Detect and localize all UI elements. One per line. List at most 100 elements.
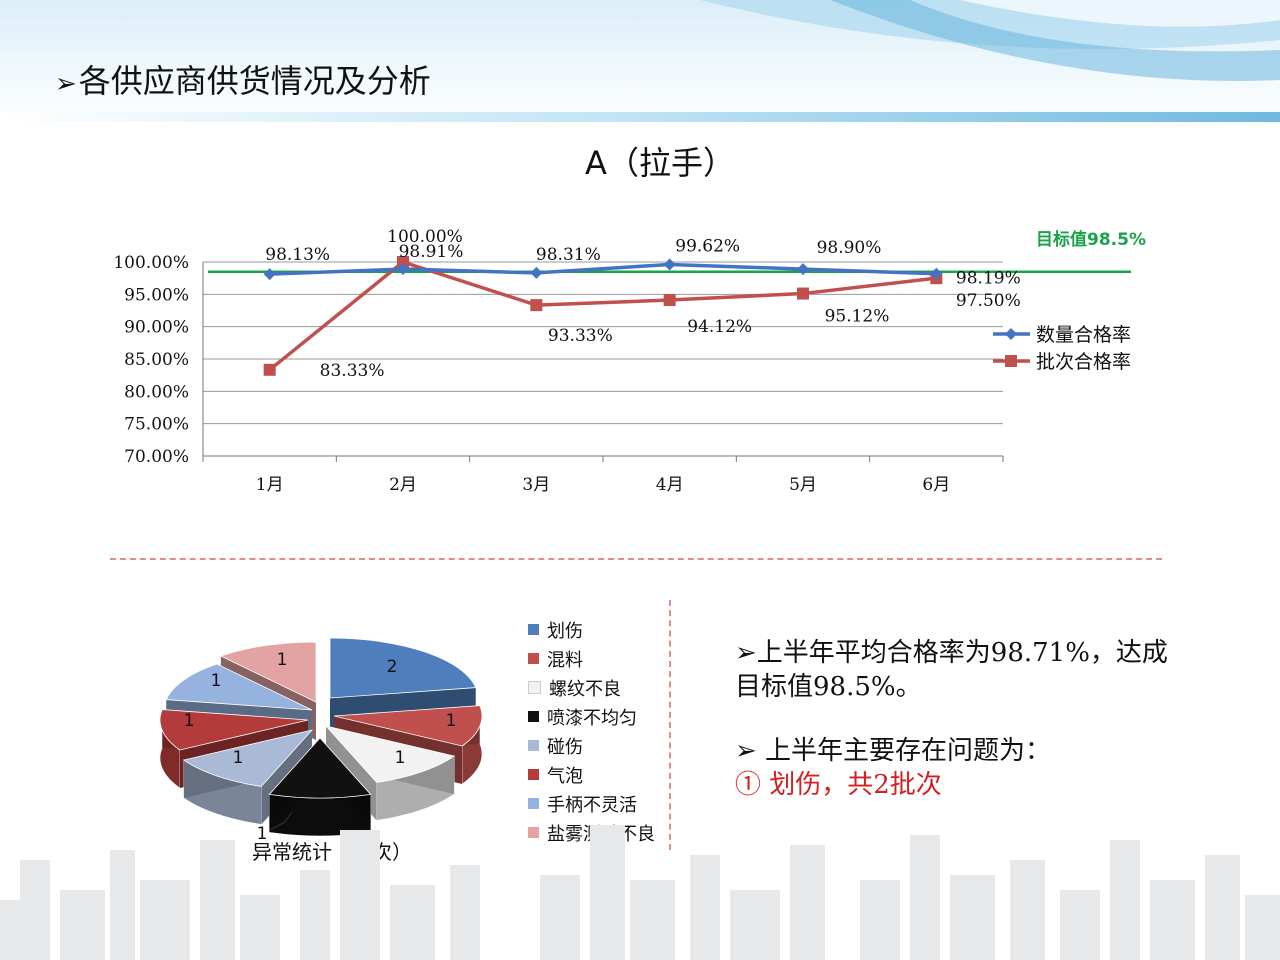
y-tick-label: 80.00% — [124, 382, 189, 402]
pie-legend-swatch — [528, 769, 539, 780]
pie-legend-item: 喷漆不均匀 — [528, 702, 655, 731]
pie-data-label: 1 — [446, 711, 457, 731]
pie-legend-label: 碰伤 — [547, 736, 583, 758]
summary-line-2: 目标值98.5%。 — [735, 672, 922, 702]
data-label: 98.90% — [817, 238, 882, 258]
data-point — [530, 299, 543, 312]
data-point — [930, 267, 943, 280]
pie-slice — [268, 737, 372, 837]
data-label: 99.62% — [675, 236, 740, 256]
data-label: 95.12% — [825, 307, 890, 327]
pie-slice-top — [182, 729, 314, 787]
pie-slice-top — [268, 737, 372, 799]
y-tick-label: 100.00% — [113, 253, 189, 273]
data-label: 98.31% — [536, 245, 601, 265]
pie-data-label: 1 — [184, 711, 195, 731]
pie-legend-swatch — [528, 681, 541, 694]
header-swoosh — [700, 0, 1280, 81]
pie-legend-item: 螺纹不良 — [528, 673, 655, 702]
y-tick-label: 95.00% — [124, 285, 189, 305]
line-chart-title: A（拉手） — [585, 144, 735, 182]
x-tick-label: 5月 — [789, 475, 817, 495]
x-tick-label: 6月 — [922, 475, 950, 495]
city-skyline-decoration — [0, 825, 1280, 960]
pie-chart-title: 异常统计（批次） — [252, 840, 412, 864]
data-label: 98.19% — [956, 269, 1021, 289]
pie-legend-item: 划伤 — [528, 615, 655, 644]
legend-label: 批次合格率 — [1036, 351, 1131, 373]
pie-legend-label: 喷漆不均匀 — [547, 707, 637, 729]
header-stripe — [0, 112, 1280, 122]
pie-legend-label: 手柄不灵活 — [547, 794, 637, 816]
pie-legend-swatch — [528, 624, 539, 635]
pie-legend-swatch — [528, 827, 539, 838]
data-label: 93.33% — [548, 326, 613, 346]
data-point — [797, 263, 809, 276]
pie-slice-top — [219, 641, 317, 703]
data-point — [263, 268, 276, 281]
pie-legend-item: 混料 — [528, 644, 655, 673]
legend-marker — [1005, 355, 1017, 367]
x-tick-label: 3月 — [522, 475, 550, 495]
pie-legend-label: 混料 — [547, 649, 583, 671]
pie-legend-label: 螺纹不良 — [549, 678, 621, 700]
pie-data-label: 1 — [257, 824, 268, 844]
page-title: ➢各供应商供货情况及分析 — [55, 56, 431, 102]
pie-legend-swatch — [528, 653, 539, 664]
data-label: 94.12% — [687, 317, 752, 337]
pie-data-label: 1 — [211, 671, 222, 691]
legend-label: 数量合格率 — [1036, 324, 1131, 346]
pie-data-label: 1 — [277, 650, 288, 670]
data-point — [797, 287, 809, 300]
series-line — [269, 262, 937, 276]
pie-legend-label: 划伤 — [547, 620, 583, 642]
pie-legend-label: 气泡 — [547, 765, 583, 787]
pie-slice-top — [333, 705, 483, 747]
pie-data-label: 1 — [233, 748, 244, 768]
pie-data-label: 1 — [395, 748, 406, 768]
pie-legend-swatch — [528, 740, 539, 751]
pie-legend: 划伤混料螺纹不良喷漆不均匀碰伤气泡手柄不灵活盐雾测试不良 — [528, 615, 655, 847]
summary-line-3: ➢ 上半年主要存在问题为： — [735, 736, 1052, 766]
pie-legend-item: 碰伤 — [528, 731, 655, 760]
pie-legend-swatch — [528, 798, 539, 809]
pie-slice-top — [165, 663, 313, 711]
y-tick-label: 85.00% — [124, 350, 189, 370]
data-point — [263, 363, 276, 376]
x-tick-label: 1月 — [256, 475, 284, 495]
target-label: 目标值98.5% — [1036, 229, 1146, 250]
pie-slice-top — [324, 725, 456, 783]
summary-line-4: ① 划伤，共2批次 — [735, 770, 942, 800]
x-tick-label: 2月 — [389, 475, 417, 495]
arrow-bullet-icon: ➢ — [55, 69, 77, 99]
page-title-text: 各供应商供货情况及分析 — [78, 62, 431, 100]
pie-legend-item: 气泡 — [528, 760, 655, 789]
pie-slice-top — [159, 709, 309, 751]
y-tick-label: 75.00% — [124, 415, 189, 435]
data-point — [530, 266, 543, 279]
pie-legend-item: 手柄不灵活 — [528, 789, 655, 818]
y-tick-label: 90.00% — [124, 318, 189, 338]
summary-text: ➢上半年平均合格率为98.71%，达成 目标值98.5%。 ➢ 上半年主要存在问… — [735, 636, 1168, 802]
data-label: 100.00% — [387, 227, 463, 247]
data-label: 98.91% — [399, 242, 464, 262]
summary-line-1: ➢上半年平均合格率为98.71%，达成 — [735, 638, 1168, 668]
data-label: 83.33% — [320, 361, 385, 381]
pie-slice-top — [329, 637, 477, 699]
data-label: 97.50% — [956, 291, 1021, 311]
legend-marker — [1005, 328, 1017, 340]
vertical-divider — [669, 600, 671, 850]
data-point — [397, 263, 409, 276]
y-tick-label: 70.00% — [124, 447, 189, 467]
pie-legend-swatch — [528, 711, 539, 722]
section-divider — [110, 558, 1162, 560]
series-line — [268, 260, 937, 372]
pie-leader-line — [269, 811, 293, 831]
x-tick-label: 4月 — [656, 475, 684, 495]
data-label: 98.13% — [265, 245, 330, 265]
data-point — [663, 294, 676, 307]
data-point — [397, 256, 409, 268]
pie-data-label: 2 — [387, 657, 398, 677]
